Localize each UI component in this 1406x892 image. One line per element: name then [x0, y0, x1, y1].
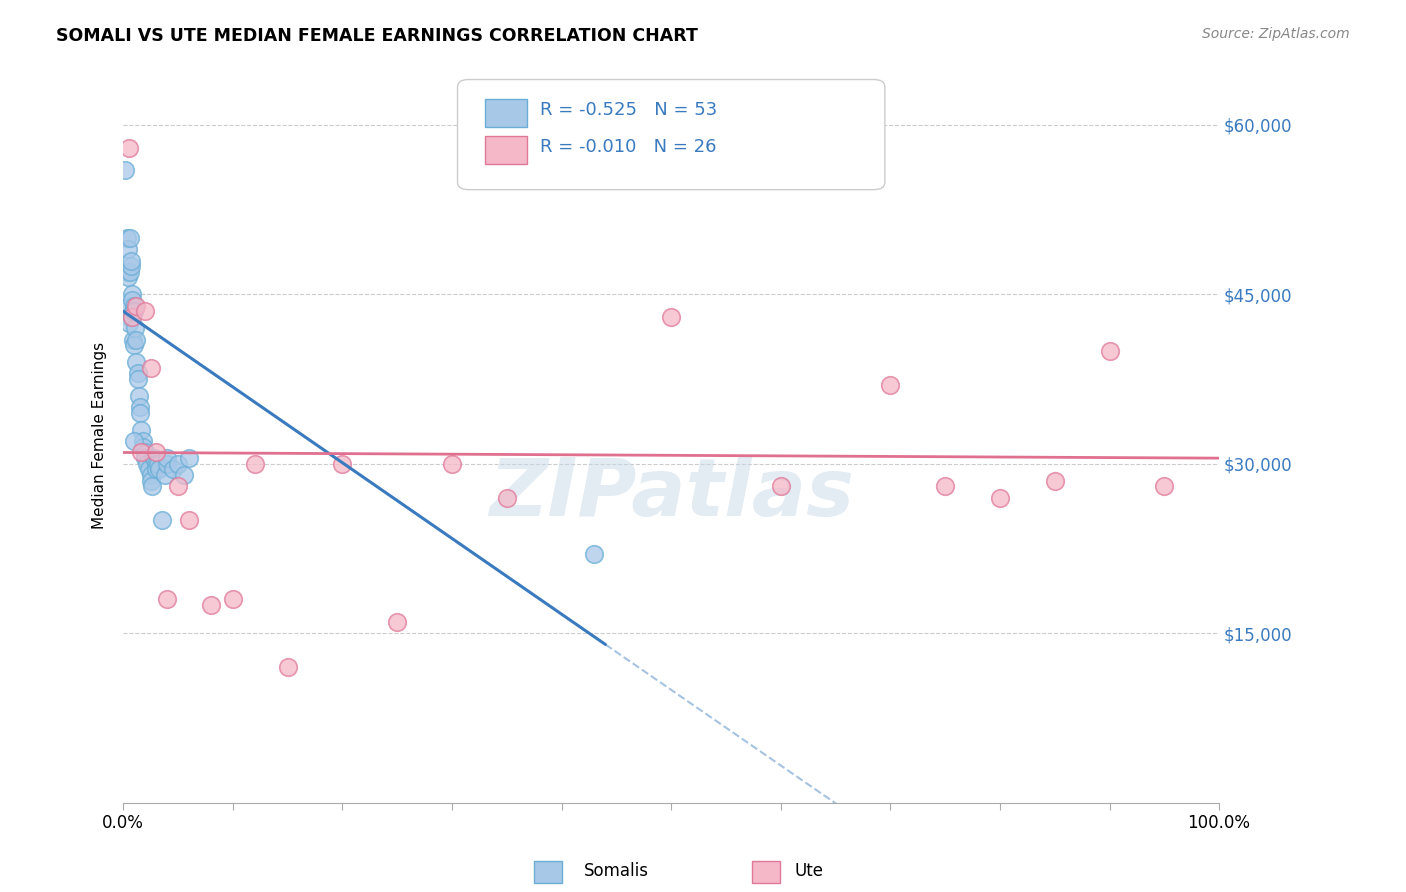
Point [1098, 343, 1121, 358]
Point [1043, 474, 1066, 488]
Point [121, 287, 143, 301]
Point [128, 406, 150, 420]
Point [118, 316, 141, 330]
Text: ZIPatlas: ZIPatlas [489, 455, 853, 533]
Y-axis label: Median Female Earnings: Median Female Earnings [93, 342, 107, 529]
Point [150, 513, 173, 527]
Point [387, 615, 409, 629]
Text: R = -0.525   N = 53: R = -0.525 N = 53 [540, 102, 717, 120]
Point [120, 253, 142, 268]
Point [1153, 479, 1175, 493]
Point [769, 479, 792, 493]
Point [134, 451, 156, 466]
Point [118, 265, 141, 279]
Point [156, 457, 179, 471]
FancyBboxPatch shape [457, 79, 884, 190]
Point [136, 457, 159, 471]
Text: Source: ZipAtlas.com: Source: ZipAtlas.com [1202, 27, 1350, 41]
Point [139, 474, 162, 488]
Point [117, 242, 139, 256]
Point [243, 457, 266, 471]
Point [495, 491, 517, 505]
Point [441, 457, 464, 471]
Point [134, 445, 156, 459]
Point [127, 372, 149, 386]
Point [134, 304, 156, 318]
Point [118, 299, 141, 313]
Point [148, 462, 170, 476]
Point [114, 163, 136, 178]
Point [156, 592, 179, 607]
Point [121, 310, 143, 324]
Point [145, 457, 167, 471]
Point [988, 491, 1011, 505]
Point [117, 270, 139, 285]
Point [162, 462, 184, 476]
Point [934, 479, 956, 493]
Point [222, 592, 245, 607]
Point [177, 513, 200, 527]
Point [115, 265, 138, 279]
Point [118, 231, 141, 245]
Text: Somalis: Somalis [583, 862, 648, 880]
Point [173, 468, 195, 483]
Point [132, 440, 155, 454]
Point [120, 259, 142, 273]
FancyBboxPatch shape [485, 136, 527, 164]
Point [167, 457, 190, 471]
Point [125, 333, 148, 347]
Point [129, 423, 152, 437]
Point [125, 299, 148, 313]
Text: R = -0.010   N = 26: R = -0.010 N = 26 [540, 138, 716, 156]
Point [121, 310, 143, 324]
Point [118, 140, 141, 154]
Point [143, 451, 166, 466]
Point [129, 445, 152, 459]
Point [122, 304, 145, 318]
Point [145, 445, 167, 459]
Point [139, 360, 162, 375]
Point [127, 367, 149, 381]
Point [167, 479, 190, 493]
Point [879, 377, 901, 392]
Text: SOMALI VS UTE MEDIAN FEMALE EARNINGS CORRELATION CHART: SOMALI VS UTE MEDIAN FEMALE EARNINGS COR… [56, 27, 699, 45]
Point [128, 401, 150, 415]
Point [153, 468, 176, 483]
Point [118, 310, 141, 324]
Point [122, 299, 145, 313]
Point [659, 310, 682, 324]
Point [145, 462, 167, 476]
Point [122, 333, 145, 347]
Point [125, 355, 148, 369]
Point [200, 598, 222, 612]
Point [277, 660, 299, 674]
Text: Ute: Ute [794, 862, 824, 880]
Point [139, 468, 162, 483]
Point [121, 293, 143, 307]
Point [332, 457, 354, 471]
Point [156, 451, 179, 466]
Point [124, 321, 146, 335]
Point [122, 434, 145, 449]
Point [115, 231, 138, 245]
FancyBboxPatch shape [485, 99, 527, 128]
Point [132, 434, 155, 449]
Point [122, 338, 145, 352]
Point [583, 547, 606, 561]
Point [122, 304, 145, 318]
Point [141, 479, 163, 493]
Point [177, 451, 200, 466]
Point [128, 389, 150, 403]
Point [138, 462, 160, 476]
Point [148, 457, 170, 471]
